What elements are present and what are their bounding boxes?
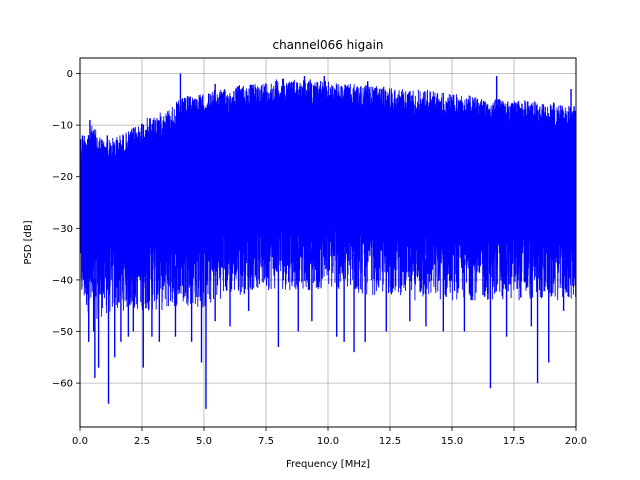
y-tick-label: −40 (52, 275, 73, 286)
psd-trace (79, 78, 577, 319)
x-tick-label: 15.0 (441, 436, 463, 447)
y-tick-label: −20 (52, 172, 73, 183)
y-tick-label: −30 (52, 224, 73, 235)
y-tick-label: −10 (52, 121, 73, 132)
x-tick-label: 2.5 (134, 436, 150, 447)
y-tick-label: −60 (52, 379, 73, 390)
x-tick-label: 12.5 (379, 436, 401, 447)
y-axis: 0 −10 −20 −30 −40 −50 −60 (52, 69, 80, 390)
plot-area (79, 73, 577, 409)
x-tick-label: 7.5 (258, 436, 274, 447)
x-axis-label: Frequency [MHz] (286, 459, 370, 470)
y-tick-label: −50 (52, 327, 73, 338)
x-tick-label: 0.0 (72, 436, 88, 447)
x-tick-label: 10.0 (317, 436, 339, 447)
x-axis: 0.0 2.5 5.0 7.5 10.0 12.5 15.0 17.5 20.0 (72, 427, 587, 447)
x-tick-label: 17.5 (503, 436, 525, 447)
x-tick-label: 5.0 (196, 436, 212, 447)
y-axis-label: PSD [dB] (23, 220, 34, 264)
x-tick-label: 20.0 (565, 436, 587, 447)
y-tick-label: 0 (67, 69, 73, 80)
chart-title: channel066 higain (272, 38, 383, 52)
